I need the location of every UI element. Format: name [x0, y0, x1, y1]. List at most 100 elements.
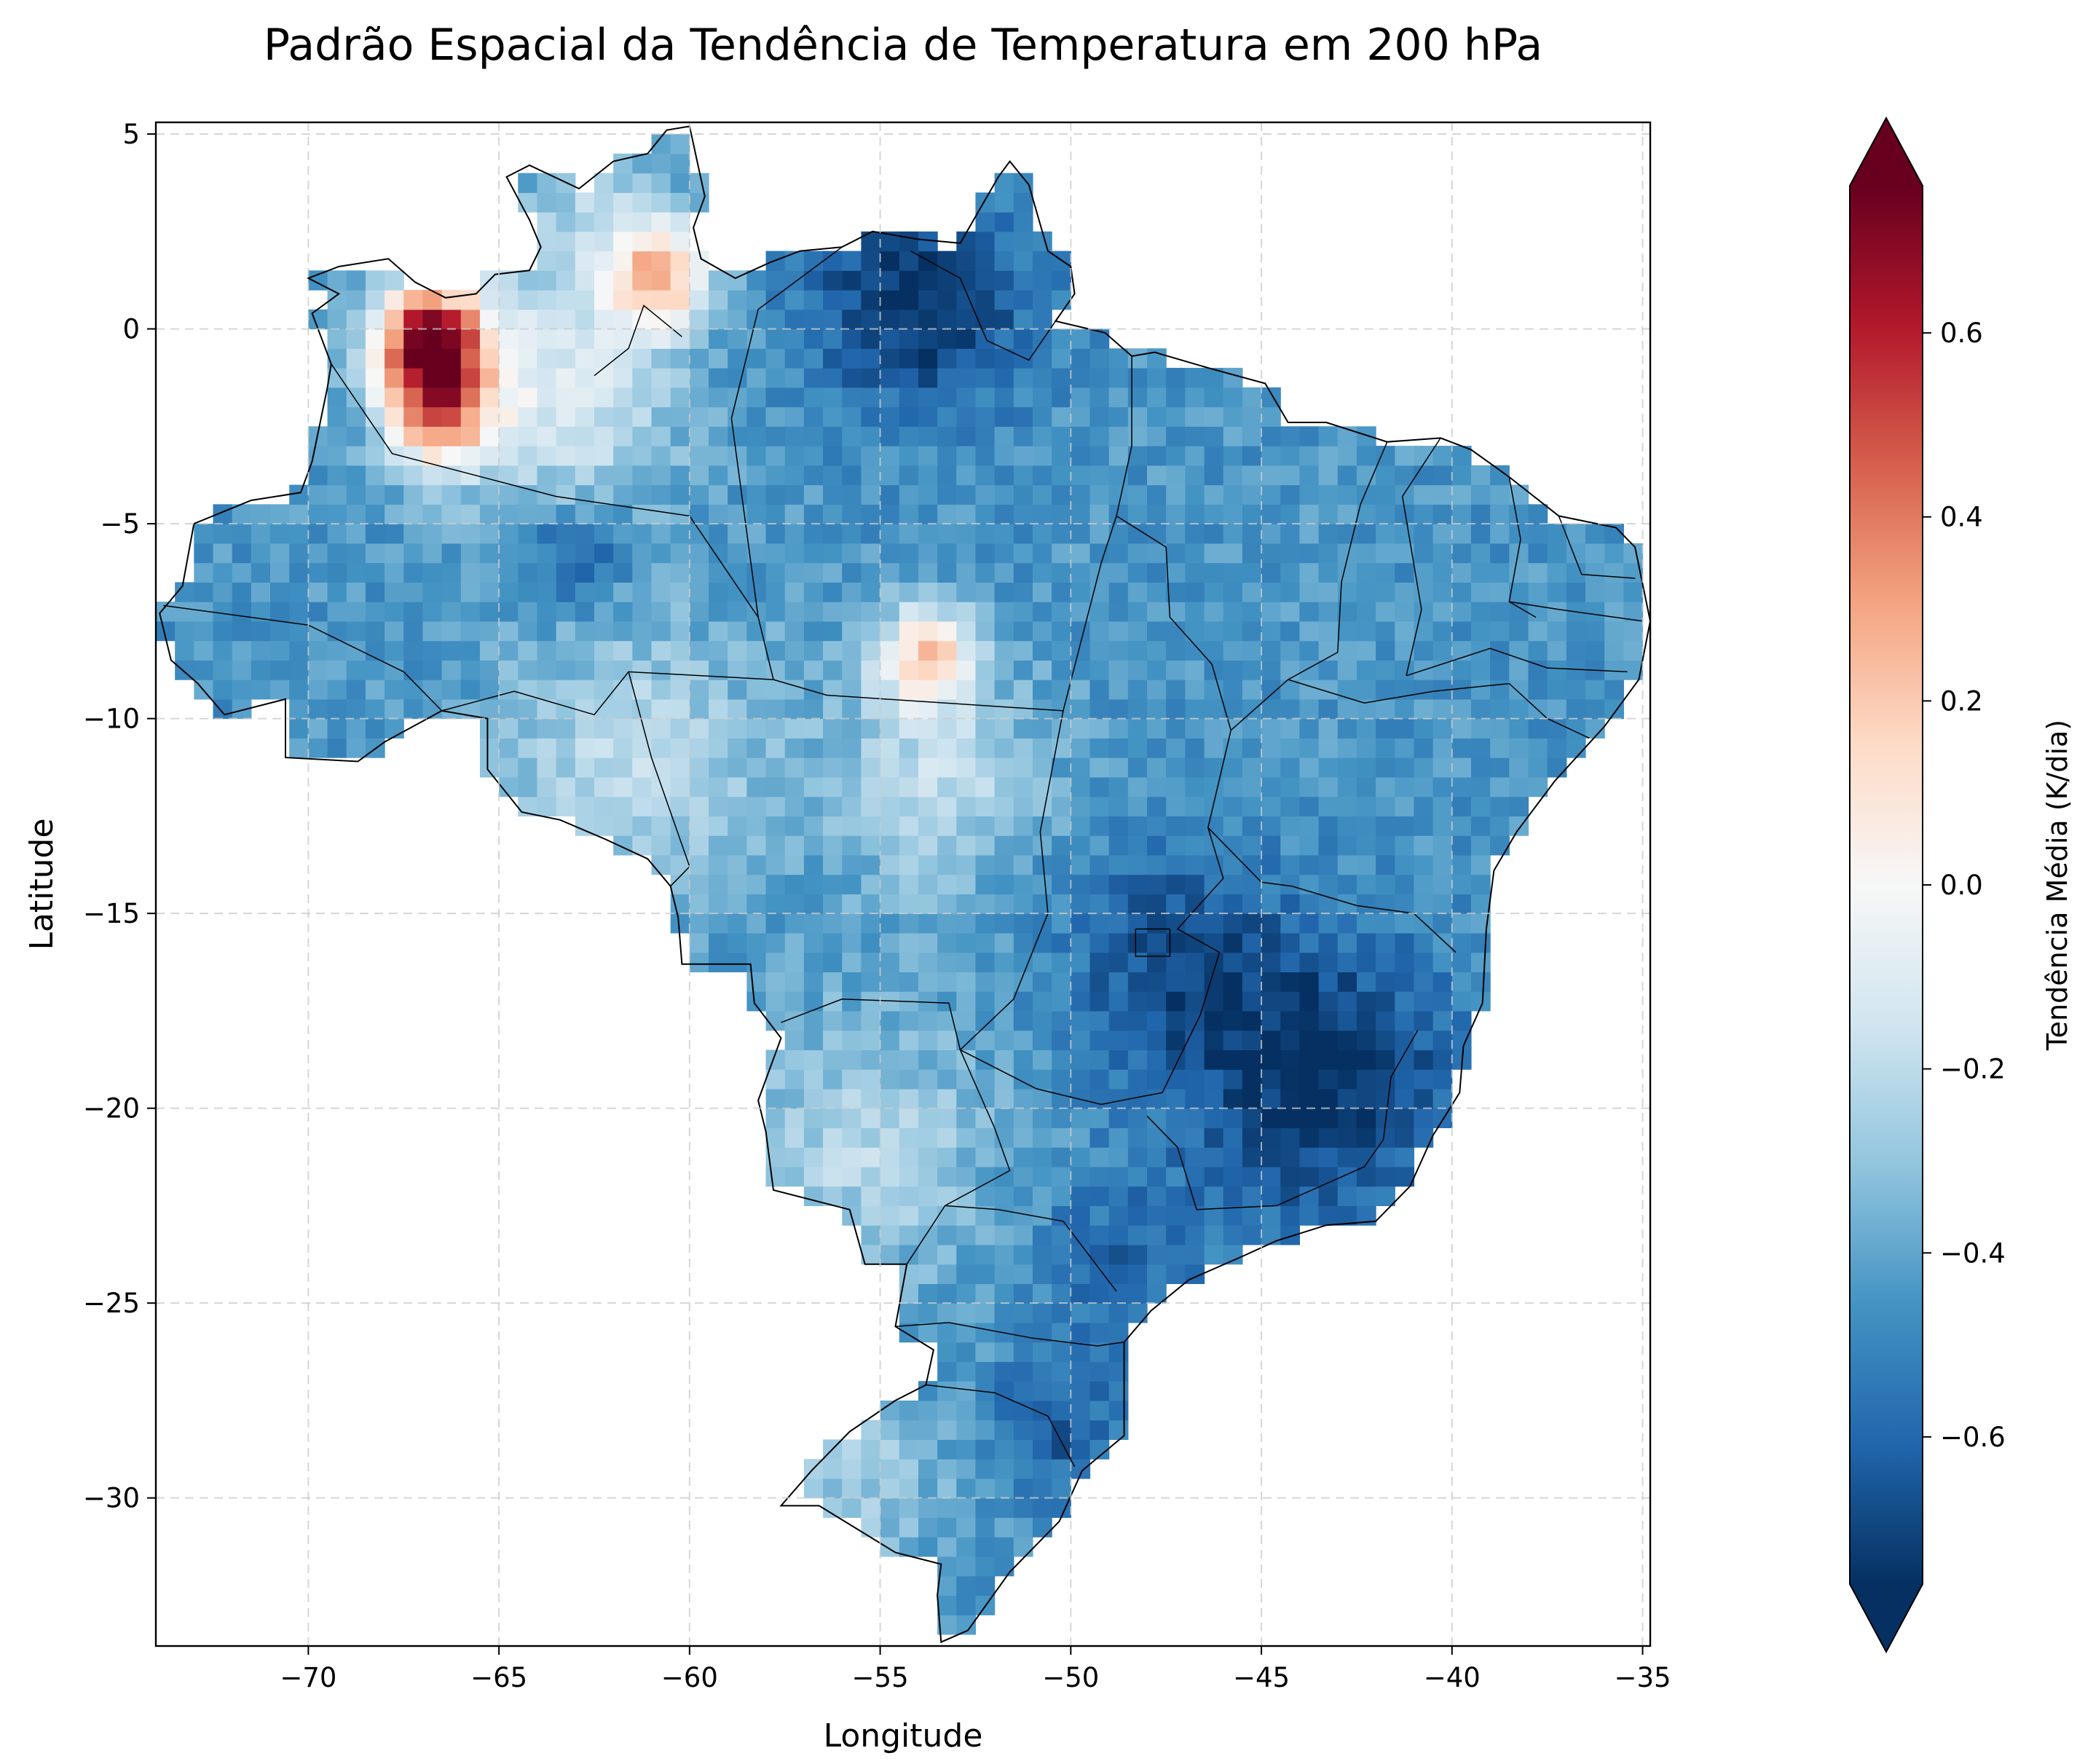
- heatmap-cell: [803, 718, 824, 739]
- heatmap-cell: [842, 894, 862, 914]
- heatmap-cell: [537, 368, 557, 388]
- heatmap-cell: [1127, 796, 1148, 816]
- heatmap-cell: [803, 796, 824, 816]
- heatmap-cell: [1242, 776, 1262, 798]
- heatmap-cell: [556, 543, 576, 564]
- heatmap-cell: [1089, 524, 1110, 544]
- heatmap-cell: [1223, 913, 1243, 934]
- heatmap-cell: [1204, 1186, 1224, 1207]
- heatmap-cell: [1470, 602, 1491, 622]
- heatmap-cell: [1242, 426, 1262, 446]
- heatmap-cell: [1204, 504, 1224, 524]
- heatmap-cell: [1052, 484, 1071, 505]
- heatmap-cell: [518, 698, 538, 720]
- heatmap-cell: [765, 484, 786, 505]
- heatmap-cell: [899, 524, 919, 544]
- heatmap-cell: [232, 660, 252, 680]
- heatmap-cell: [880, 562, 900, 583]
- heatmap-cell: [518, 309, 538, 330]
- heatmap-cell: [1223, 1010, 1243, 1031]
- heatmap-cell: [1432, 894, 1453, 914]
- heatmap-cell: [937, 504, 957, 524]
- heatmap-cell: [479, 660, 500, 680]
- heatmap-cell: [1223, 835, 1243, 856]
- heatmap-cell: [1395, 1108, 1415, 1128]
- heatmap-cell: [1032, 1478, 1052, 1499]
- heatmap-cell: [803, 270, 824, 291]
- heatmap-cell: [956, 1205, 977, 1226]
- heatmap-cell: [1509, 621, 1529, 642]
- heatmap-cell: [537, 796, 557, 816]
- heatmap-cell: [975, 426, 996, 446]
- heatmap-cell: [1299, 562, 1320, 583]
- heatmap-cell: [975, 776, 996, 798]
- heatmap-cell: [1337, 1147, 1357, 1168]
- heatmap-cell: [784, 582, 805, 602]
- heatmap-cell: [956, 1127, 977, 1148]
- heatmap-cell: [1089, 1264, 1110, 1285]
- heatmap-cell: [861, 680, 881, 700]
- heatmap-cell: [937, 913, 957, 934]
- heatmap-cell: [1052, 1088, 1071, 1109]
- heatmap-cell: [899, 290, 919, 310]
- heatmap-cell: [689, 698, 709, 720]
- heatmap-cell: [479, 368, 500, 388]
- heatmap-cell: [918, 1050, 938, 1070]
- heatmap-cell: [460, 348, 481, 369]
- heatmap-cell: [1127, 1186, 1148, 1207]
- heatmap-cell: [880, 835, 900, 856]
- heatmap-cell: [728, 796, 747, 816]
- heatmap-cell: [918, 387, 938, 408]
- heatmap-cell: [728, 368, 747, 388]
- heatmap-cell: [1166, 972, 1186, 992]
- heatmap-cell: [1108, 1342, 1129, 1363]
- heatmap-cell: [613, 757, 633, 778]
- heatmap-cell: [556, 192, 576, 213]
- heatmap-cell: [975, 835, 996, 856]
- heatmap-cell: [1299, 738, 1320, 758]
- heatmap-cell: [956, 1010, 977, 1031]
- heatmap-cell: [918, 1186, 938, 1207]
- heatmap-cell: [956, 426, 977, 446]
- heatmap-cell: [784, 816, 805, 836]
- heatmap-cell: [937, 1088, 957, 1109]
- state-border: [1146, 1030, 1419, 1210]
- heatmap-cell: [956, 835, 977, 856]
- heatmap-cell: [861, 757, 881, 778]
- heatmap-cell: [1032, 1147, 1052, 1168]
- plot-frame: [154, 121, 1652, 1647]
- heatmap-cell: [1280, 796, 1301, 816]
- heatmap-cell: [842, 290, 862, 310]
- heatmap-cell: [956, 1478, 977, 1499]
- heatmap-cell: [632, 446, 653, 466]
- heatmap-cell: [1318, 660, 1339, 680]
- heatmap-cell: [861, 874, 881, 894]
- heatmap-cell: [956, 582, 977, 602]
- heatmap-cell: [899, 1439, 919, 1460]
- heatmap-cell: [861, 465, 881, 486]
- heatmap-cell: [403, 484, 424, 505]
- heatmap-cell: [194, 582, 214, 602]
- heatmap-cell: [994, 484, 1014, 505]
- heatmap-cell: [1204, 524, 1224, 544]
- heatmap-cell: [670, 406, 690, 427]
- heatmap-cell: [918, 952, 938, 972]
- heatmap-cell: [1052, 1205, 1071, 1226]
- heatmap-cell: [1185, 1127, 1205, 1148]
- heatmap-cell: [956, 680, 977, 700]
- x-axis-ticks: −70 −65 −60 −55 −50 −45 −40 −35: [280, 1646, 1671, 1693]
- heatmap-cell: [1108, 1322, 1129, 1343]
- heatmap-cell: [1585, 562, 1605, 583]
- heatmap-cell: [861, 1205, 881, 1226]
- heatmap-cell: [784, 738, 805, 758]
- heatmap-cell: [632, 796, 653, 816]
- heatmap-cell: [1318, 484, 1339, 505]
- heatmap-cell: [1108, 543, 1129, 564]
- heatmap-cell: [1089, 426, 1110, 446]
- heatmap-cell: [556, 426, 576, 446]
- heatmap-cell: [1242, 446, 1262, 466]
- heatmap-cell: [1395, 1147, 1415, 1168]
- heatmap-cell: [861, 290, 881, 310]
- heatmap-cell: [975, 1439, 996, 1460]
- heatmap-cell: [746, 776, 767, 798]
